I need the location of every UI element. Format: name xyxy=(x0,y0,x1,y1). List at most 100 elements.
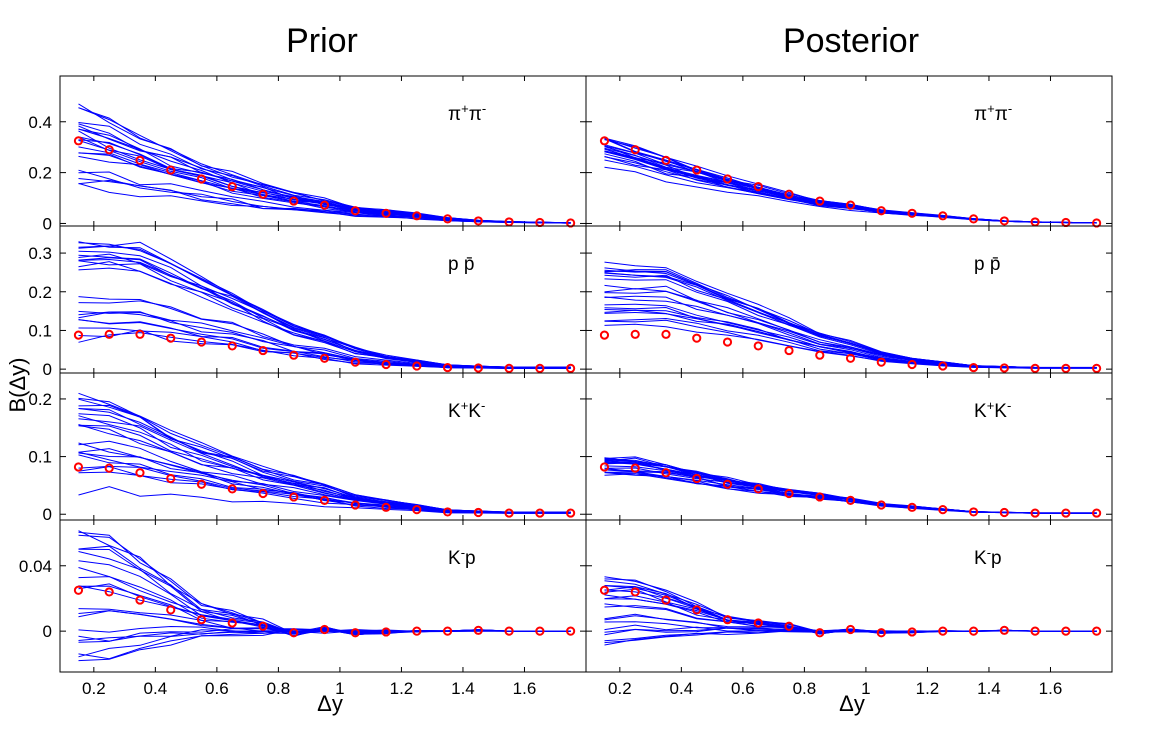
data-point xyxy=(196,337,207,347)
data-point xyxy=(1061,363,1071,373)
data-point xyxy=(319,353,330,363)
data-point xyxy=(412,626,422,636)
data-point xyxy=(258,621,268,631)
model-curve xyxy=(604,295,1097,369)
data-point xyxy=(845,495,856,505)
model-curve xyxy=(78,122,571,224)
data-point xyxy=(753,484,763,494)
data-point xyxy=(289,196,299,206)
data-point xyxy=(661,155,671,166)
panel-posterior-row-2: p p̄ xyxy=(585,225,1113,374)
data-point xyxy=(630,463,640,473)
data-point xyxy=(1061,626,1071,636)
posterior-column-title: Posterior xyxy=(783,22,919,60)
data-point xyxy=(661,595,671,605)
y-tick-label: 0.4 xyxy=(28,113,52,132)
prior-column-title: Prior xyxy=(286,22,358,60)
data-point xyxy=(1092,218,1102,228)
data-point xyxy=(166,605,176,615)
data-point xyxy=(566,363,576,373)
model-curve xyxy=(604,272,1097,368)
model-curve xyxy=(78,319,571,369)
panel-prior-row-1: 0 0.2 0.4 π+π- xyxy=(28,75,587,233)
data-point xyxy=(73,462,84,472)
data-point xyxy=(135,595,145,605)
data-point xyxy=(784,345,794,356)
species-label: K+K- xyxy=(974,398,1011,423)
model-curve xyxy=(604,586,1097,635)
y-tick-label: 0 xyxy=(43,622,52,641)
data-point xyxy=(599,585,610,595)
data-point xyxy=(999,507,1009,518)
data-point xyxy=(319,200,330,210)
data-point xyxy=(815,492,825,502)
x-tick-label: 1.2 xyxy=(916,679,940,698)
data-point xyxy=(412,211,422,221)
species-label: K+K- xyxy=(448,398,485,423)
data-point xyxy=(784,621,794,631)
data-point xyxy=(968,214,979,224)
data-point xyxy=(442,626,453,636)
data-point xyxy=(845,353,856,363)
data-point xyxy=(599,136,610,146)
data-point xyxy=(968,362,979,373)
model-curve xyxy=(78,534,571,637)
data-point xyxy=(784,488,794,499)
x-tick-label: 1.6 xyxy=(1039,679,1063,698)
model-curve xyxy=(604,137,1097,224)
data-point xyxy=(350,500,360,510)
model-curve xyxy=(604,148,1097,224)
model-curve xyxy=(604,166,1097,224)
data-point xyxy=(135,155,145,166)
y-tick-label: 0.2 xyxy=(28,164,52,183)
data-point xyxy=(845,200,856,210)
model-curve xyxy=(78,465,571,514)
data-point xyxy=(104,329,114,339)
y-tick-label: 0.1 xyxy=(28,321,52,340)
data-point xyxy=(166,333,176,343)
data-point xyxy=(442,362,453,373)
data-point xyxy=(566,626,576,636)
data-point xyxy=(815,628,825,638)
data-point xyxy=(104,463,114,473)
model-curve xyxy=(604,146,1097,224)
data-point xyxy=(999,625,1009,635)
y-tick-label: 0 xyxy=(43,214,52,233)
species-label: p p̄ xyxy=(974,254,1000,275)
data-point xyxy=(473,507,483,518)
data-point xyxy=(381,208,391,218)
data-point xyxy=(938,211,948,221)
y-tick-label: 0.04 xyxy=(19,557,52,576)
model-curve xyxy=(78,253,571,368)
y-tick-label: 0.2 xyxy=(28,283,52,302)
panels-layer: 0 0.2 0.4 π+π-π+π- 0 0.1 0.2 0.3 p p̄ p p̄ 0 0.1 0.2… xyxy=(19,75,1113,698)
data-point xyxy=(73,136,84,146)
data-point xyxy=(166,165,176,175)
data-point xyxy=(227,484,237,494)
data-point xyxy=(258,488,268,499)
data-point xyxy=(876,628,886,638)
data-point xyxy=(258,189,268,199)
data-point xyxy=(907,502,917,512)
data-point xyxy=(661,468,671,478)
data-point xyxy=(722,337,733,347)
data-point xyxy=(135,329,145,339)
model-curve xyxy=(604,629,1097,644)
data-point xyxy=(876,206,886,216)
data-point xyxy=(692,333,702,343)
data-point xyxy=(473,216,483,226)
data-point xyxy=(692,165,702,175)
y-tick-label: 0 xyxy=(43,360,52,379)
x-tick-label: 0.4 xyxy=(144,679,168,698)
data-point xyxy=(661,329,671,339)
data-point xyxy=(968,626,979,636)
x-tick-label: 0.8 xyxy=(793,679,817,698)
data-point xyxy=(227,618,237,628)
x-tick-label: 0.6 xyxy=(205,679,229,698)
x-tick-label: 1.6 xyxy=(513,679,537,698)
panel-frame xyxy=(585,75,1113,227)
data-point xyxy=(535,508,545,518)
x-axis-label-posterior: Δy xyxy=(839,691,865,716)
data-point xyxy=(381,359,391,370)
